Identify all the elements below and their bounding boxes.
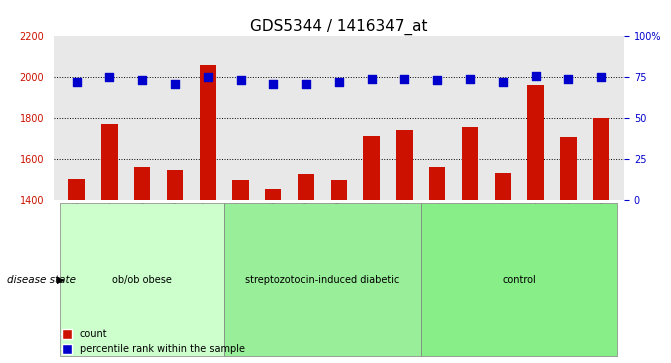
Bar: [134, 167, 150, 200]
Bar: [101, 124, 117, 200]
Point: [563, 76, 574, 82]
Text: disease state: disease state: [7, 274, 76, 285]
Point: [137, 77, 148, 83]
Bar: [560, 137, 576, 200]
Point: [333, 79, 344, 85]
Point: [497, 79, 508, 85]
Text: streptozotocin-induced diabetic: streptozotocin-induced diabetic: [246, 274, 400, 285]
Text: ▶: ▶: [57, 274, 64, 285]
Point: [530, 73, 541, 78]
Point: [432, 77, 443, 83]
Bar: [462, 127, 478, 200]
Point: [71, 79, 82, 85]
Bar: [396, 130, 413, 200]
Bar: [364, 136, 380, 200]
Bar: [331, 180, 347, 200]
Bar: [68, 179, 85, 200]
Text: control: control: [503, 274, 536, 285]
Bar: [527, 85, 544, 200]
Title: GDS5344 / 1416347_at: GDS5344 / 1416347_at: [250, 19, 427, 35]
Point: [235, 77, 246, 83]
Bar: [199, 65, 216, 200]
Text: ob/ob obese: ob/ob obese: [112, 274, 172, 285]
Bar: [495, 173, 511, 200]
Bar: [265, 189, 282, 200]
Legend: count, percentile rank within the sample: count, percentile rank within the sample: [58, 326, 249, 358]
Bar: [429, 167, 446, 200]
Point: [399, 76, 410, 82]
Bar: [298, 174, 314, 200]
Point: [366, 76, 377, 82]
Point: [268, 81, 278, 87]
Bar: [593, 118, 609, 200]
Bar: [167, 171, 183, 200]
Point: [464, 76, 475, 82]
Point: [301, 81, 311, 87]
Point: [596, 74, 607, 80]
Point: [104, 74, 115, 80]
Bar: [232, 180, 249, 200]
Point: [203, 74, 213, 80]
Point: [170, 81, 180, 87]
